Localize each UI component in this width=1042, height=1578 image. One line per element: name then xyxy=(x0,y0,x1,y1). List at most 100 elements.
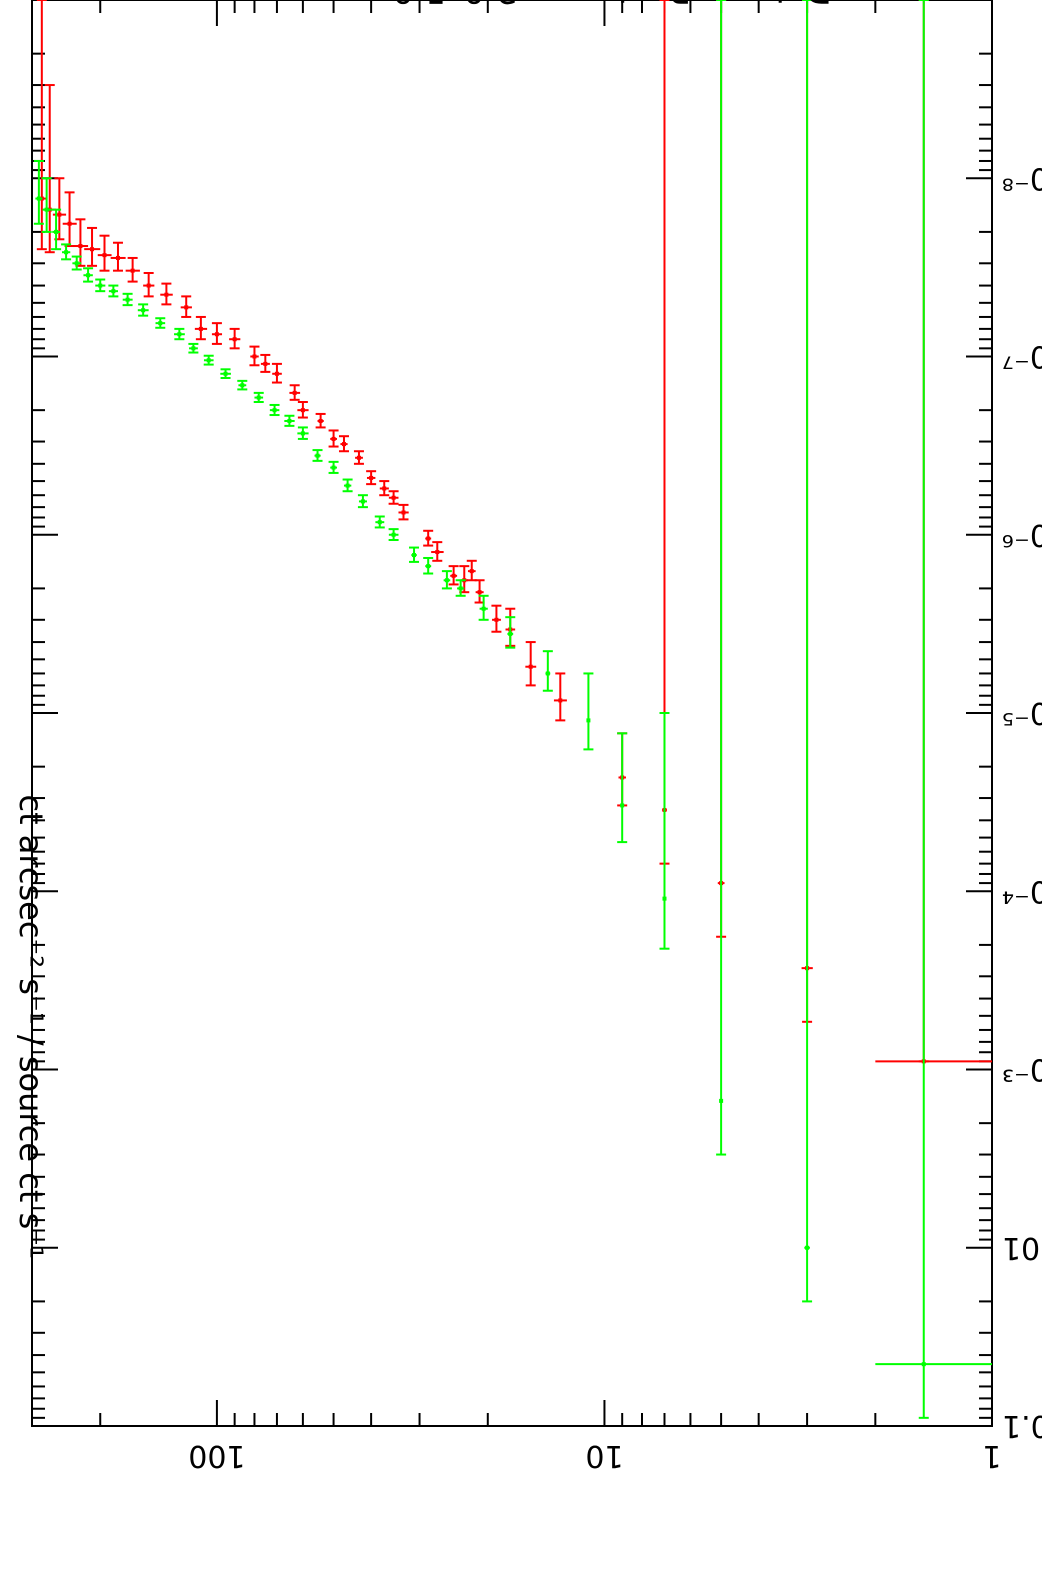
data-point xyxy=(617,732,628,844)
point-marker xyxy=(164,292,169,297)
point-marker xyxy=(401,510,406,515)
data-point xyxy=(716,0,727,1156)
y-axis-label: ct arcsec⁻² s⁻¹ / source ct s⁻¹ xyxy=(12,794,50,1258)
point-marker xyxy=(620,803,625,808)
point-marker xyxy=(412,553,417,558)
data-point xyxy=(388,490,399,505)
point-marker xyxy=(369,475,374,480)
data-point xyxy=(525,641,537,687)
point-marker xyxy=(300,431,305,436)
y-tick-label: 0.01 xyxy=(1002,1230,1042,1265)
point-marker xyxy=(287,418,292,423)
data-point xyxy=(203,354,214,366)
data-point xyxy=(448,565,459,586)
point-marker xyxy=(256,395,261,400)
data-point xyxy=(84,226,101,267)
data-point xyxy=(143,271,155,298)
x-tick-labels: 1 10 100 xyxy=(188,1438,1001,1473)
data-point xyxy=(125,256,140,283)
point-marker xyxy=(98,283,103,288)
point-marker xyxy=(292,390,297,395)
point-marker xyxy=(719,1098,724,1103)
data-point xyxy=(33,159,44,225)
data-point xyxy=(342,478,353,493)
point-marker xyxy=(240,383,245,388)
point-marker xyxy=(586,718,591,723)
data-point xyxy=(388,528,399,541)
point-marker xyxy=(44,207,49,212)
point-marker xyxy=(341,442,346,447)
point-marker xyxy=(86,273,91,278)
data-point xyxy=(71,255,82,271)
data-points xyxy=(33,0,992,1419)
data-point xyxy=(542,650,553,692)
point-marker xyxy=(528,664,533,669)
point-marker xyxy=(662,896,667,901)
point-marker xyxy=(318,418,323,423)
data-point xyxy=(73,218,89,267)
point-marker xyxy=(508,631,513,636)
data-point xyxy=(423,556,434,575)
data-point xyxy=(505,616,516,649)
point-marker xyxy=(102,253,107,258)
y-tick-label: 10⁻⁵ xyxy=(1002,695,1042,730)
point-marker xyxy=(377,520,382,525)
point-marker xyxy=(477,590,482,595)
data-point xyxy=(441,570,452,590)
rotated-plot-group: 1 10 100 10⁻⁸ 10⁻⁷ 10⁻⁶ 10⁻⁵ 10⁻⁴ 10⁻³ 0.01 0.1 D… xyxy=(12,0,1042,1473)
point-marker xyxy=(64,250,69,255)
data-point xyxy=(97,234,112,272)
data-point xyxy=(875,0,992,1419)
point-marker xyxy=(67,221,72,226)
point-marker xyxy=(214,332,219,337)
y-tick-label: 10⁻⁷ xyxy=(1002,339,1042,374)
point-marker xyxy=(444,578,449,583)
data-point xyxy=(220,368,231,379)
point-marker xyxy=(115,255,120,260)
data-point xyxy=(95,278,106,293)
data-point xyxy=(62,191,77,248)
y-tick-labels: 10⁻⁸ 10⁻⁷ 10⁻⁶ 10⁻⁵ 10⁻⁴ 10⁻³ 0.01 0.1 xyxy=(1002,160,1042,1443)
point-marker xyxy=(481,606,486,611)
data-point xyxy=(260,353,271,373)
point-marker xyxy=(315,453,320,458)
point-marker xyxy=(130,268,135,273)
point-marker xyxy=(451,573,456,578)
data-point xyxy=(61,243,72,261)
data-point xyxy=(431,541,444,562)
data-point xyxy=(160,282,173,306)
plot-frame xyxy=(31,0,993,1427)
data-point xyxy=(338,435,349,453)
point-marker xyxy=(274,371,279,376)
x-tick-label: 100 xyxy=(188,1438,245,1473)
point-marker xyxy=(111,289,116,294)
data-point xyxy=(379,480,390,497)
data-point xyxy=(312,449,323,462)
data-point xyxy=(357,494,368,509)
point-marker xyxy=(146,283,151,288)
data-point xyxy=(875,0,992,1064)
point-marker xyxy=(90,247,95,252)
point-marker xyxy=(331,436,336,441)
axis-ticks xyxy=(31,0,993,1426)
data-point xyxy=(188,342,199,354)
data-point xyxy=(353,450,364,465)
data-point xyxy=(374,515,385,529)
data-point xyxy=(271,362,282,384)
point-marker xyxy=(223,371,228,376)
point-marker xyxy=(206,358,211,363)
data-point xyxy=(122,292,133,307)
point-marker xyxy=(300,408,305,413)
point-marker xyxy=(545,671,550,676)
data-point xyxy=(108,284,119,298)
point-marker xyxy=(36,196,41,201)
point-marker xyxy=(252,354,257,359)
point-marker xyxy=(198,326,203,331)
data-point xyxy=(398,503,409,521)
data-point xyxy=(328,460,339,474)
y-tick-label: 10⁻⁸ xyxy=(1002,160,1042,195)
point-marker xyxy=(57,212,62,217)
point-marker xyxy=(558,698,563,703)
